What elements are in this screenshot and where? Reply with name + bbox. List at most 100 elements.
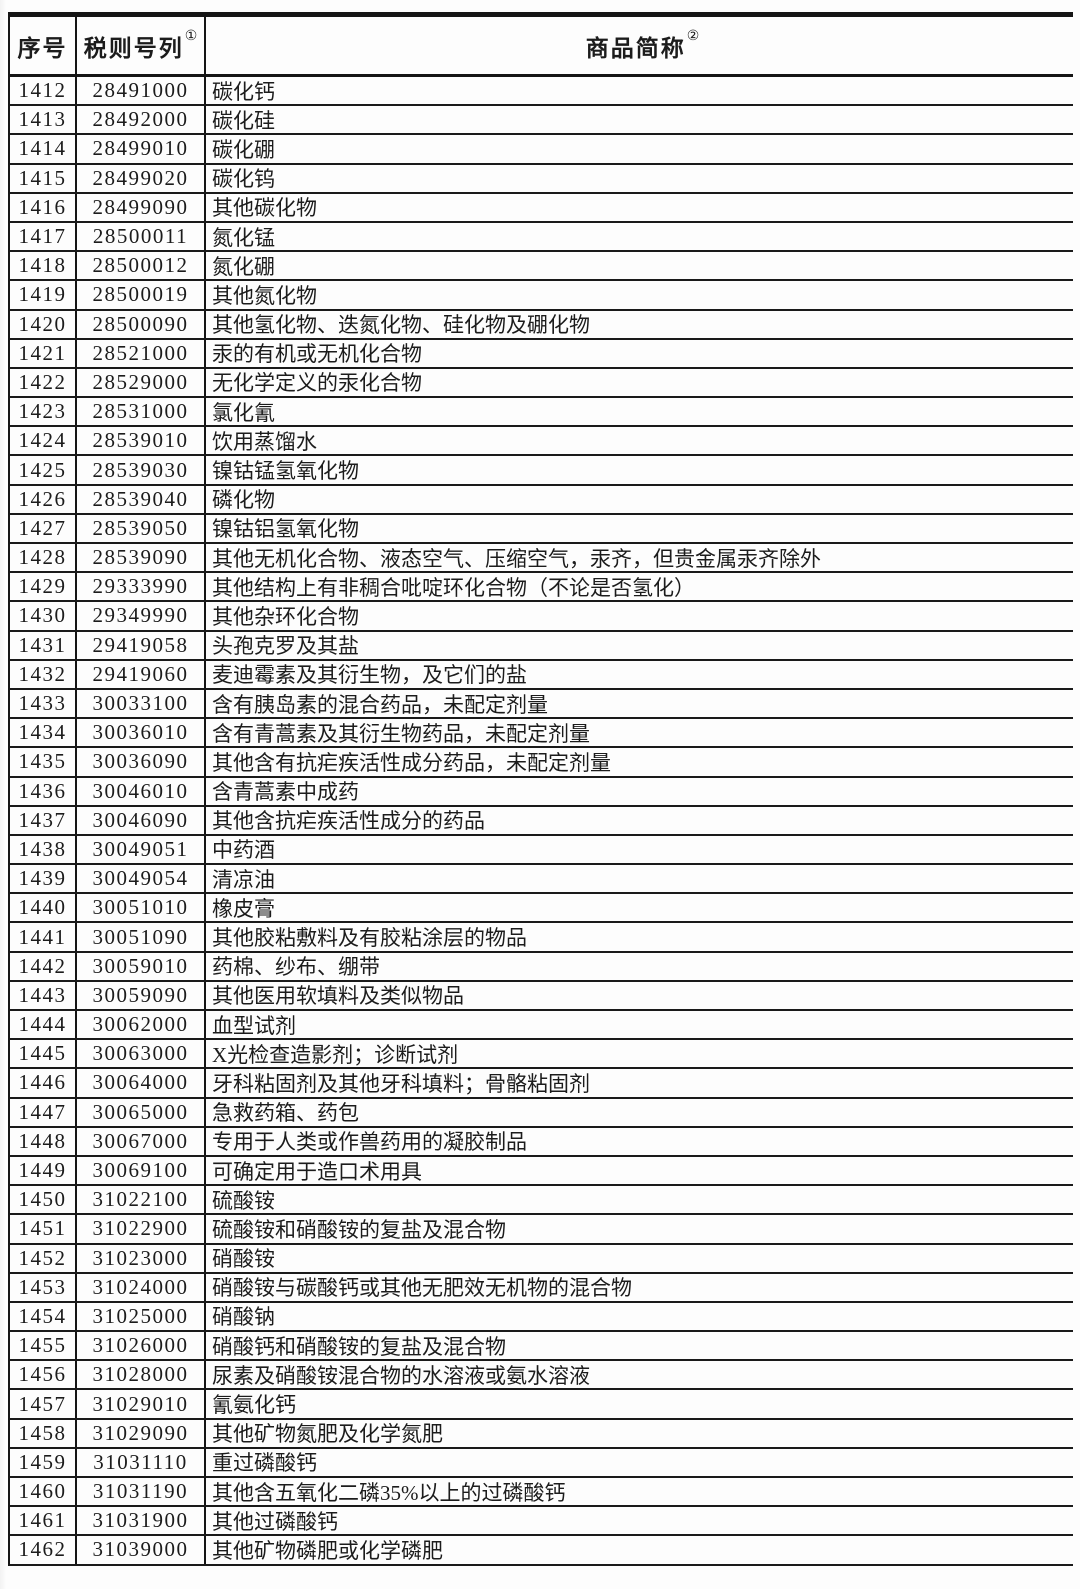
table-row: 1454 31025000 硝酸钠 [10, 1302, 1073, 1333]
row-serial-number: 1446 [18, 1070, 67, 1095]
row-serial-number: 1414 [18, 136, 67, 161]
tariff-table: 序号 税则号列 ① 商品简称 ② 1412 28491000 碳化钙 1413 28… [8, 12, 1073, 1566]
row-serial-number: 1460 [18, 1479, 67, 1504]
row-serial-number: 1436 [18, 778, 67, 803]
row-product-name: 镍钴锰氢氧化物 [204, 456, 1073, 484]
row-serial-number: 1437 [18, 807, 67, 832]
header-product-name: 商品简称 ② [204, 17, 1073, 74]
row-product-name: 无化学定义的汞化合物 [204, 368, 1073, 397]
row-serial-number: 1417 [18, 224, 67, 249]
table-row: 1431 29419058 头孢克罗及其盐 [10, 631, 1073, 661]
row-product-name: X光检查造影剂；诊断试剂 [204, 1040, 1073, 1068]
row-serial-number: 1427 [18, 515, 67, 540]
table-row: 1432 29419060 麦迪霉素及其衍生物，及它们的盐 [10, 660, 1073, 690]
row-tariff-code: 31026000 [75, 1332, 204, 1360]
table-header-row: 序号 税则号列 ① 商品简称 ② [10, 17, 1073, 77]
row-product-name: 药棉、纱布、绷带 [204, 952, 1073, 980]
row-serial-number: 1448 [18, 1128, 67, 1153]
row-tariff-code: 28500090 [75, 310, 204, 338]
row-tariff-code: 30046090 [75, 806, 204, 834]
row-product-name: 其他过磷酸钙 [204, 1507, 1073, 1535]
row-product-name: 汞的有机或无机化合物 [204, 339, 1073, 367]
row-product-name: 碳化硅 [204, 106, 1073, 134]
row-serial-number: 1445 [18, 1041, 67, 1066]
row-tariff-code: 31031900 [75, 1507, 204, 1535]
row-tariff-code: 31022900 [75, 1215, 204, 1243]
row-serial-number: 1447 [18, 1099, 67, 1124]
row-tariff-code: 28499010 [75, 135, 204, 163]
row-serial-number: 1458 [18, 1420, 67, 1445]
table-row: 1416 28499090 其他碳化物 [10, 193, 1073, 223]
table-row: 1444 30062000 血型试剂 [10, 1011, 1073, 1041]
row-serial-number: 1431 [18, 632, 67, 657]
row-tariff-code: 30046010 [75, 777, 204, 805]
row-serial-number: 1429 [18, 574, 67, 599]
table-row: 1450 31022100 硫酸铵 [10, 1186, 1073, 1216]
table-row: 1413 28492000 碳化硅 [10, 106, 1073, 136]
row-product-name: 其他含有抗疟疾活性成分药品，未配定剂量 [204, 748, 1073, 776]
row-serial-number: 1438 [18, 836, 67, 861]
row-serial-number: 1433 [18, 691, 67, 716]
table-row: 1442 30059010 药棉、纱布、绷带 [10, 952, 1073, 982]
row-product-name: 镍钴铝氢氧化物 [204, 514, 1073, 542]
row-tariff-code: 30069100 [75, 1156, 204, 1185]
table-row: 1426 28539040 磷化物 [10, 485, 1073, 515]
row-tariff-code: 30049054 [75, 865, 204, 893]
row-serial-number: 1442 [18, 953, 67, 978]
table-row: 1433 30033100 含有胰岛素的混合药品，未配定剂量 [10, 689, 1073, 720]
table-row: 1422 28529000 无化学定义的汞化合物 [10, 368, 1073, 399]
table-row: 1428 28539090 其他无机化合物、液态空气、压缩空气，汞齐，但贵金属汞… [10, 544, 1073, 574]
row-tariff-code: 28492000 [75, 106, 204, 134]
row-tariff-code: 30051090 [75, 923, 204, 951]
row-serial-number: 1450 [18, 1187, 67, 1212]
row-tariff-code: 28500019 [75, 281, 204, 309]
row-tariff-code: 31028000 [75, 1361, 204, 1389]
row-serial-number: 1461 [18, 1508, 67, 1533]
row-tariff-code: 30062000 [75, 1011, 204, 1039]
row-product-name: 橡皮膏 [204, 894, 1073, 922]
row-product-name: 其他矿物氮肥及化学氮肥 [204, 1419, 1073, 1447]
row-serial-number: 1426 [18, 486, 67, 511]
row-serial-number: 1432 [18, 661, 67, 686]
row-product-name: 硝酸钙和硝酸铵的复盐及混合物 [204, 1332, 1073, 1360]
row-serial-number: 1456 [18, 1362, 67, 1387]
row-tariff-code: 29349990 [75, 602, 204, 630]
table-row: 1457 31029010 氰氨化钙 [10, 1390, 1073, 1420]
row-tariff-code: 31022100 [75, 1186, 204, 1214]
table-row: 1427 28539050 镍钴铝氢氧化物 [10, 514, 1073, 544]
header-serial-label: 序号 [17, 35, 68, 61]
row-product-name: 血型试剂 [204, 1011, 1073, 1039]
row-tariff-code: 28491000 [75, 77, 204, 105]
table-row: 1448 30067000 专用于人类或作兽药用的凝胶制品 [10, 1127, 1073, 1157]
row-serial-number: 1439 [18, 866, 67, 891]
row-product-name: 氰氨化钙 [204, 1390, 1073, 1418]
row-tariff-code: 30036090 [75, 748, 204, 776]
row-product-name: 头孢克罗及其盐 [204, 631, 1073, 659]
row-product-name: 清凉油 [204, 865, 1073, 893]
header-product-label: 商品简称 [585, 35, 686, 61]
table-body: 1412 28491000 碳化钙 1413 28492000 碳化硅 1414… [10, 77, 1073, 1566]
row-product-name: 牙科粘固剂及其他牙科填料；骨骼粘固剂 [204, 1069, 1073, 1097]
table-row: 1434 30036010 含有青蒿素及其衍生物药品，未配定剂量 [10, 719, 1073, 749]
row-tariff-code: 28500011 [75, 222, 204, 251]
header-serial-number: 序号 [10, 17, 75, 74]
header-tariff-code: 税则号列 ① [75, 17, 204, 74]
table-row: 1414 28499010 碳化硼 [10, 135, 1073, 165]
row-tariff-code: 28521000 [75, 339, 204, 367]
table-row: 1419 28500019 其他氮化物 [10, 281, 1073, 311]
row-tariff-code: 30059090 [75, 981, 204, 1009]
table-row: 1437 30046090 其他含抗疟疾活性成分的药品 [10, 806, 1073, 836]
table-row: 1421 28521000 汞的有机或无机化合物 [10, 339, 1073, 369]
table-row: 1435 30036090 其他含有抗疟疾活性成分药品，未配定剂量 [10, 748, 1073, 778]
row-tariff-code: 28499090 [75, 193, 204, 221]
row-serial-number: 1423 [18, 399, 67, 424]
row-product-name: 硝酸铵与碳酸钙或其他无肥效无机物的混合物 [204, 1273, 1073, 1301]
row-product-name: 饮用蒸馏水 [204, 427, 1073, 455]
row-product-name: 含青蒿素中成药 [204, 777, 1073, 805]
table-row: 1461 31031900 其他过磷酸钙 [10, 1507, 1073, 1537]
row-product-name: 碳化钙 [204, 77, 1073, 105]
row-serial-number: 1457 [18, 1391, 67, 1416]
row-product-name: 氯化氰 [204, 398, 1073, 426]
row-serial-number: 1440 [18, 895, 67, 920]
